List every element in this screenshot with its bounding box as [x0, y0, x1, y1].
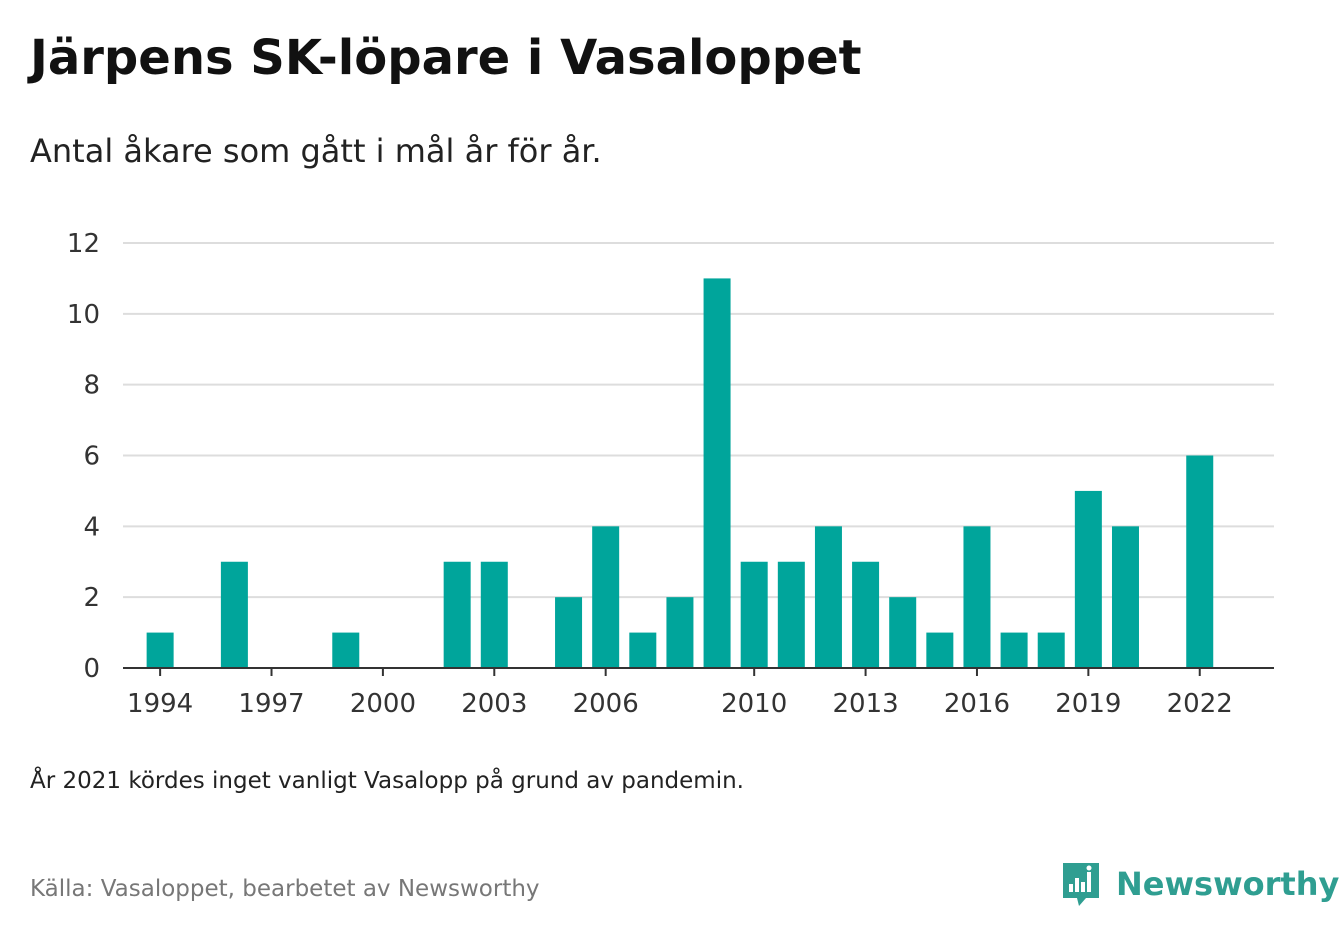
bar-2008 — [666, 597, 694, 668]
brand-name: Newsworthy — [1116, 865, 1340, 903]
y-tick-label: 12 — [67, 229, 100, 259]
x-tick-label: 2010 — [721, 689, 787, 719]
newsworthy-logo-icon — [1063, 863, 1099, 906]
bar-2016 — [963, 526, 991, 668]
bar-1999 — [332, 632, 360, 668]
source-credit: Källa: Vasaloppet, bearbetet av Newswort… — [30, 876, 540, 902]
bar-2015 — [926, 632, 954, 668]
bar-2013 — [852, 561, 880, 668]
footnote: År 2021 kördes inget vanligt Vasalopp på… — [30, 768, 744, 794]
bar-2022 — [1186, 455, 1214, 668]
x-tick-label: 1997 — [238, 689, 304, 719]
bar-2014 — [889, 597, 917, 668]
bar-2020 — [1111, 526, 1139, 668]
x-tick-label: 2006 — [573, 689, 639, 719]
bars — [146, 278, 1214, 668]
bar-2010 — [740, 561, 768, 668]
bar-2002 — [443, 561, 471, 668]
bar-2012 — [814, 526, 842, 668]
chart-subtitle: Antal åkare som gått i mål år för år. — [30, 132, 602, 170]
x-tick-label: 2013 — [832, 689, 898, 719]
bar-2009 — [703, 278, 731, 668]
bar-2018 — [1037, 632, 1065, 668]
y-tick-label: 8 — [83, 371, 100, 401]
bar-2005 — [555, 597, 583, 668]
bar-1996 — [220, 561, 248, 668]
y-tick-label: 10 — [67, 300, 100, 330]
bar-1994 — [146, 632, 174, 668]
x-tick-label: 2016 — [944, 689, 1010, 719]
bar-chart: 0 2 4 6 8 10 12 1994 1997 2000 2003 2006 2010 2013 20… — [67, 229, 1274, 719]
bar-2003 — [480, 561, 508, 668]
y-tick-label: 0 — [83, 654, 100, 684]
y-tick-label: 2 — [83, 583, 100, 613]
y-tick-label: 4 — [83, 512, 100, 542]
bar-2011 — [777, 561, 805, 668]
x-tick-label: 2019 — [1055, 689, 1121, 719]
x-axis-ticks: 1994 1997 2000 2003 2006 2010 2013 2016 2019 2022 — [127, 668, 1233, 719]
chart-title: Järpens SK-löpare i Vasaloppet — [30, 30, 862, 86]
x-tick-label: 2003 — [461, 689, 527, 719]
x-tick-label: 2022 — [1167, 689, 1233, 719]
brand-logo: Newsworthy — [1060, 860, 1339, 908]
bar-2017 — [1000, 632, 1028, 668]
y-axis-ticks: 0 2 4 6 8 10 12 — [67, 229, 100, 684]
x-tick-label: 2000 — [350, 689, 416, 719]
y-tick-label: 6 — [83, 442, 100, 472]
bar-2006 — [592, 526, 620, 668]
x-tick-label: 1994 — [127, 689, 193, 719]
bar-2007 — [629, 632, 657, 668]
bar-2019 — [1074, 490, 1102, 668]
